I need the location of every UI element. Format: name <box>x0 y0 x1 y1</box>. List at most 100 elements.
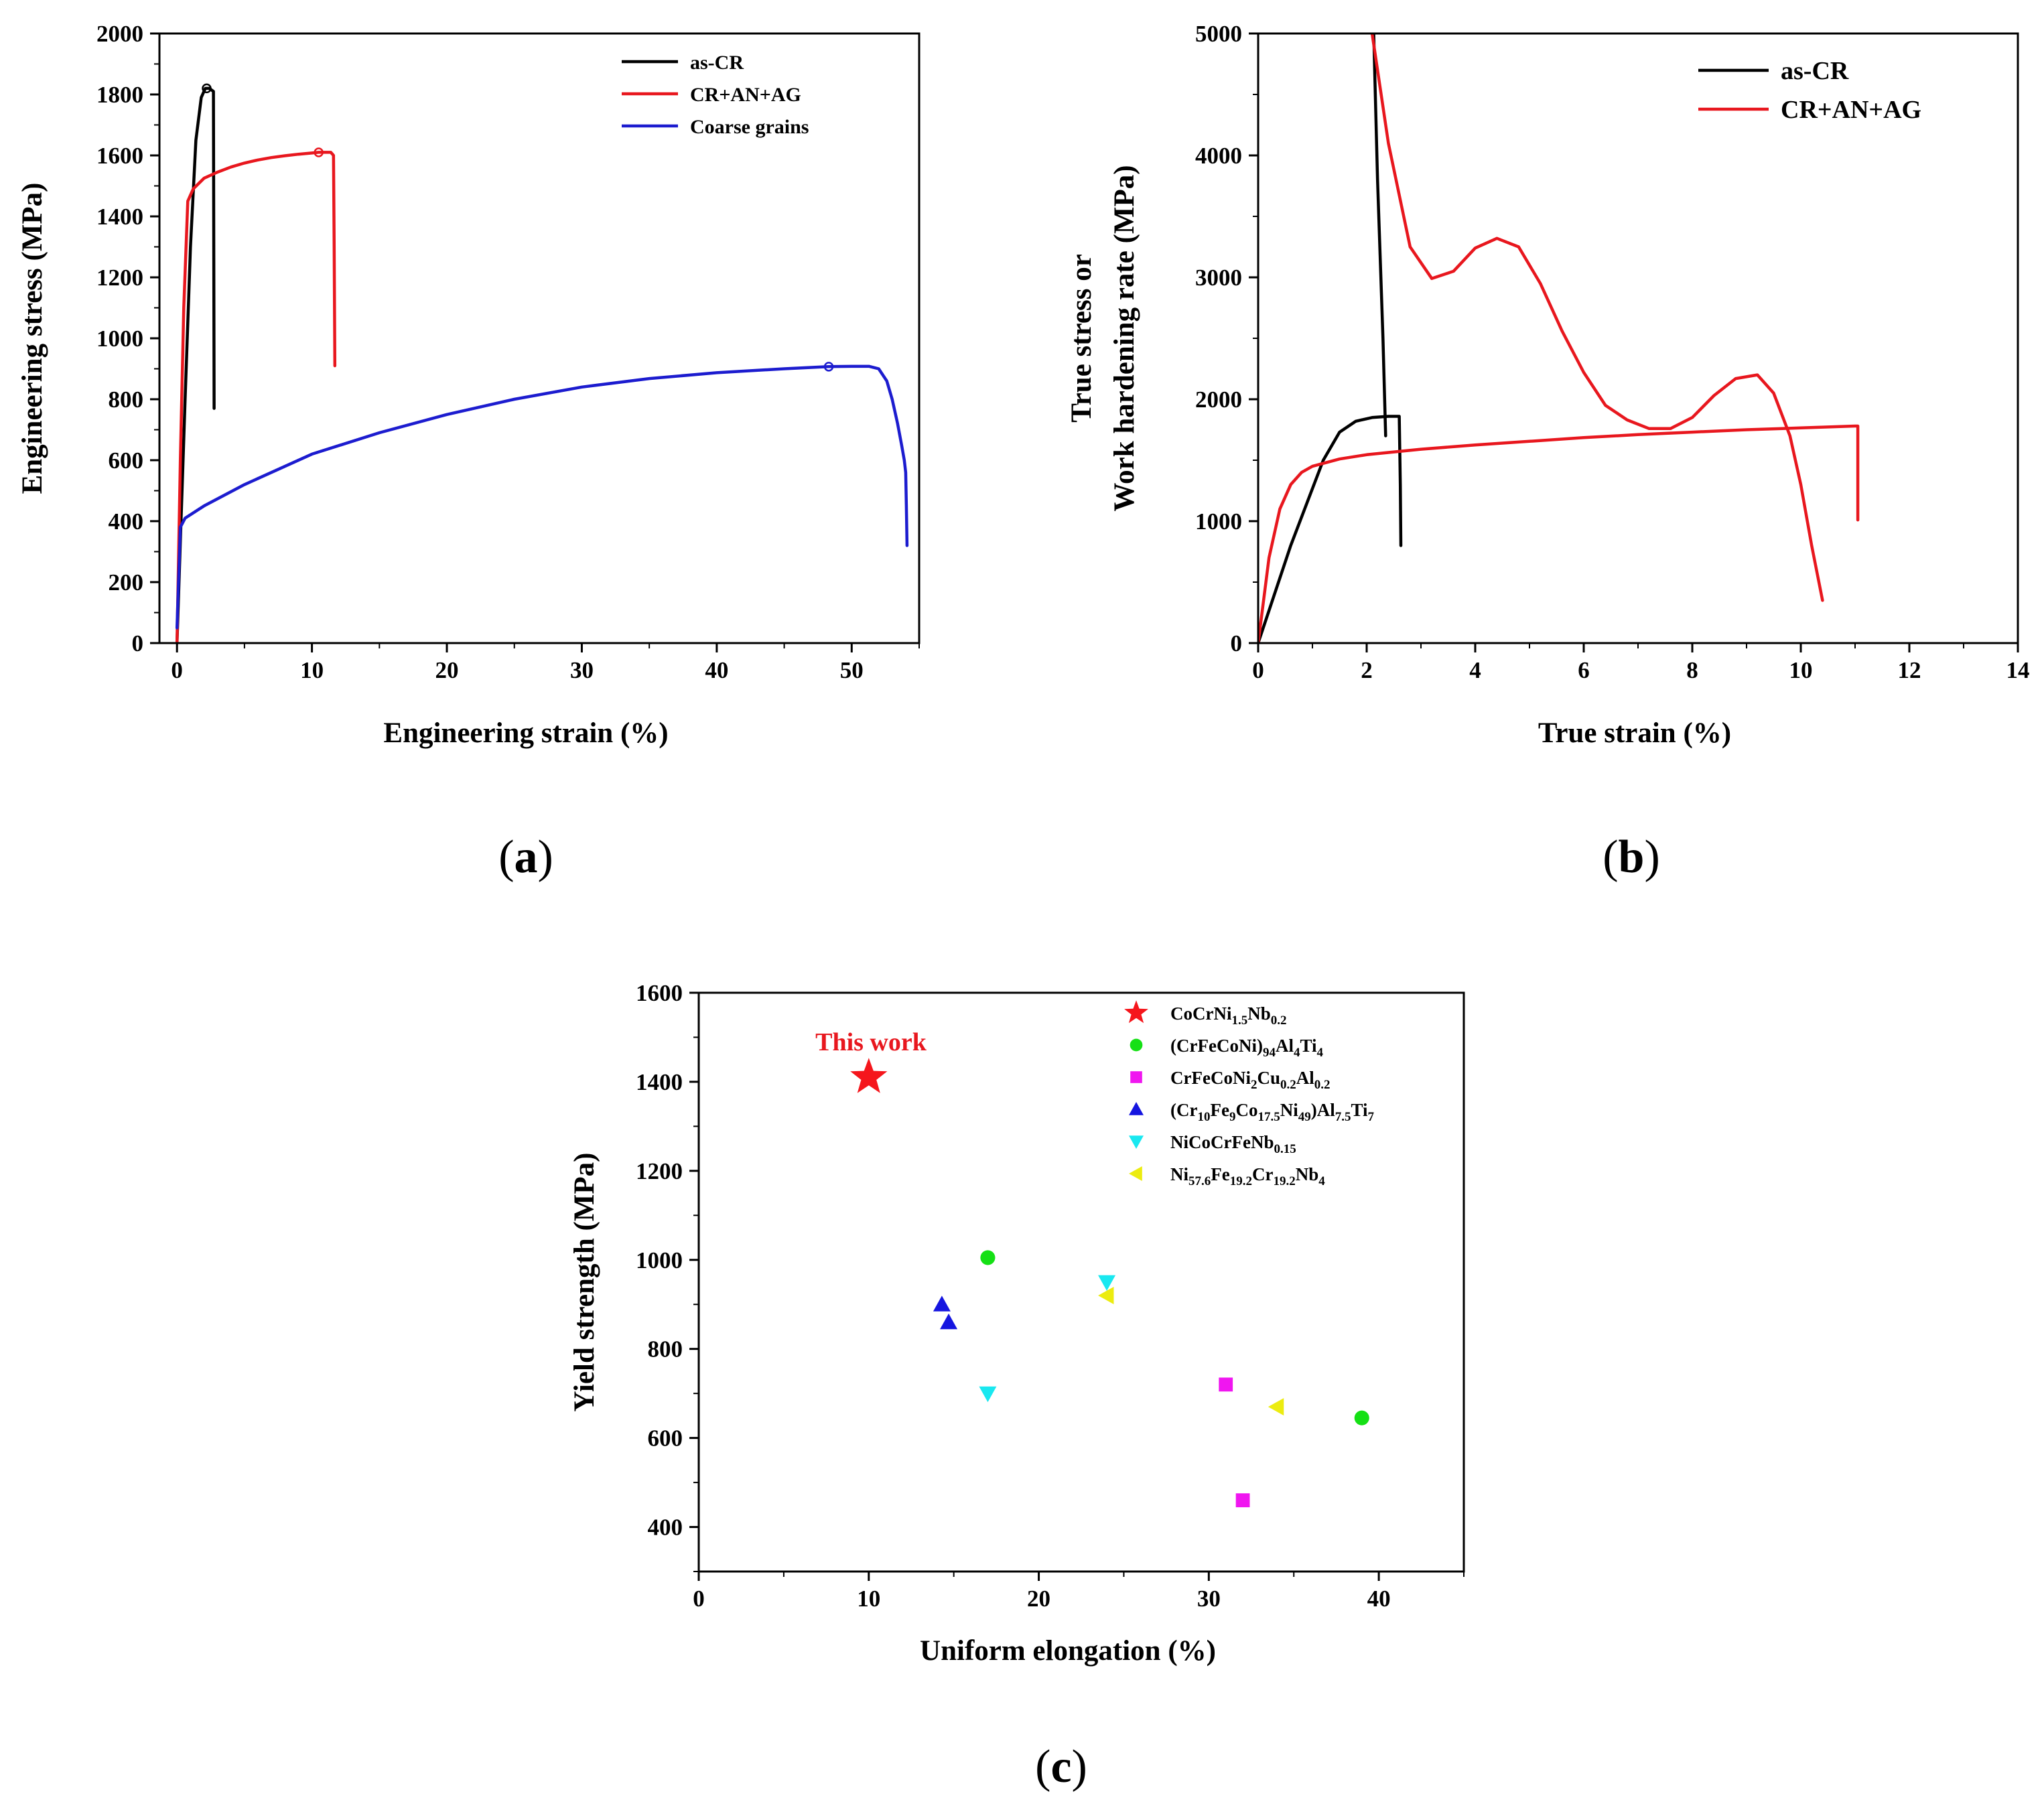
panel-c-legend-text: Ti <box>1351 1100 1368 1120</box>
panel-c-legend-text: Fe <box>1211 1164 1229 1184</box>
panel-b-x-tick-label: 4 <box>1469 657 1481 683</box>
panel-a-y-tick-label: 2000 <box>96 21 143 47</box>
panel-a-x-tick-label: 20 <box>435 657 459 683</box>
panel-c-data-point-5 <box>1098 1286 1114 1304</box>
panel-c-data-point-1 <box>980 1250 996 1265</box>
panel-c-legend-label: NiCoCrFeNb0.15 <box>1170 1132 1296 1156</box>
panel-b-y-tick-label: 4000 <box>1195 143 1242 169</box>
panel-c-data-point-4 <box>979 1386 997 1403</box>
panel-b-chart: 0 2 4 6 8 10 12 14 0 1000 2000 3000 4000 5000 True str… <box>1066 21 2030 883</box>
panel-a-panel-label-paren: ( <box>498 831 514 883</box>
panel-b-x-tick-label: 6 <box>1578 657 1590 683</box>
panel-c-y-tick-label: 400 <box>648 1515 683 1541</box>
panel-b-series-line-3 <box>1370 33 1824 602</box>
panel-c-legend-subscript: 4 <box>1294 1046 1300 1060</box>
panel-c-y-tick-label: 1600 <box>636 980 683 1006</box>
panel-a-y-tick-label: 600 <box>109 447 144 474</box>
panel-b-legend-label: as-CR <box>1781 57 1849 85</box>
panel-c-legend-subscript: 0.15 <box>1274 1142 1296 1156</box>
panel-c-legend-text: Ti <box>1300 1036 1317 1056</box>
panel-c-y-axis-label: Yield strength (MPa) <box>569 1153 600 1412</box>
panel-c-legend-marker <box>1129 1166 1142 1181</box>
panel-c-legend-text: Cr <box>1252 1164 1273 1184</box>
panel-b-x-axis-label: True strain (%) <box>1538 717 1731 749</box>
panel-b-x-tick-label: 14 <box>2006 657 2030 683</box>
panel-c-legend-text: Al <box>1296 1068 1314 1088</box>
panel-c-legend-text: Cu <box>1257 1068 1280 1088</box>
panel-a-y-tick-label: 1000 <box>96 326 143 352</box>
panel-b-series-group <box>1258 33 1860 643</box>
panel-c-legend-text: Fe <box>1210 1100 1229 1120</box>
panel-c-legend-subscript: 7.5 <box>1335 1110 1351 1124</box>
panel-b-x-tick-label: 8 <box>1686 657 1698 683</box>
panel-c-legend-label: Ni57.6Fe19.2Cr19.2Nb4 <box>1170 1164 1325 1188</box>
panel-a-y-tick-label: 400 <box>109 508 144 535</box>
panel-c-data-point-5 <box>1268 1398 1284 1416</box>
panel-c-panel-label-paren: ( <box>1035 1741 1050 1793</box>
panel-c-x-tick-label: 40 <box>1367 1586 1391 1612</box>
panel-c-plot-frame <box>697 991 1465 1573</box>
panel-c-legend-text: Al <box>1276 1036 1294 1056</box>
panel-a-legend-label: as-CR <box>690 52 744 74</box>
panel-b-panel-label: (b) <box>1603 831 1660 883</box>
panel-c-legend-text: (CrFeCoNi) <box>1170 1036 1263 1056</box>
panel-c-legend-subscript: 1.5 <box>1231 1014 1247 1028</box>
panel-b-panel-label-paren: ) <box>1644 831 1659 883</box>
panel-b-y-axis-label-line2: Work hardening rate (MPa) <box>1109 165 1140 511</box>
panel-c-legend-subscript: 2 <box>1251 1078 1257 1092</box>
panel-a-x-tick-label: 10 <box>300 657 324 683</box>
panel-a-chart: 0 10 20 30 40 50 0 200 400 600 800 1000 1200 1400 1600… <box>17 21 921 883</box>
panel-c-legend-subscript: 19.2 <box>1230 1174 1252 1188</box>
panel-c-x-tick-label: 20 <box>1027 1586 1050 1612</box>
panel-a-series-line-2 <box>175 364 909 630</box>
panel-a-x-tick-label: 0 <box>171 657 183 683</box>
panel-b-series-line-0 <box>1258 415 1403 643</box>
panel-b-y-axis-label-line1: True stress or <box>1066 254 1097 423</box>
panel-c-legend-text: Nb <box>1247 1003 1271 1024</box>
panel-a-uts-marker <box>823 362 834 372</box>
panel-c-legend-subscript: 10 <box>1197 1110 1210 1124</box>
panel-c-y-tick-label: 1000 <box>636 1247 683 1273</box>
panel-c-data-point-3 <box>940 1313 958 1330</box>
panel-a-panel-label: (a) <box>498 831 553 883</box>
panel-a-x-tick-label: 40 <box>705 657 728 683</box>
panel-c-legend-subscript: 4 <box>1316 1046 1323 1060</box>
panel-a-legend-label: Coarse grains <box>690 116 809 138</box>
panel-c-legend-subscript: 0.2 <box>1280 1078 1296 1092</box>
panel-c-chart: This work 0 10 20 30 40 400 600 800 1000 1200 1400 1… <box>569 980 1465 1793</box>
panel-a-series-line-1 <box>175 151 337 645</box>
panel-a-y-tick-label: 0 <box>132 630 144 656</box>
panel-c-data-point-2 <box>1235 1493 1250 1508</box>
panel-c-legend-label: CoCrNi1.5Nb0.2 <box>1170 1003 1287 1028</box>
panel-b-y-tick-label: 0 <box>1231 630 1243 656</box>
panel-c-legend-text: Ni <box>1280 1100 1298 1120</box>
panel-c-legend-marker <box>1124 1000 1148 1024</box>
panel-c-panel-label-paren: ) <box>1072 1741 1087 1793</box>
panel-b-series-line-2 <box>1258 424 1860 643</box>
panel-c-legend-label: (Cr10Fe9Co17.5Ni49)Al7.5Ti7 <box>1170 1100 1375 1124</box>
panel-c-legend-subscript: 94 <box>1263 1046 1276 1060</box>
panel-c-data-point-2 <box>1219 1377 1233 1392</box>
panel-a-x-tick-label: 50 <box>840 657 864 683</box>
panel-b-plot-frame <box>1257 32 2019 644</box>
panel-c-legend-subscript: 0.2 <box>1271 1014 1287 1028</box>
panel-a-uts-marker <box>202 83 212 94</box>
panel-c-panel-label-letter: c <box>1050 1741 1071 1793</box>
panel-b-x-tick-label: 10 <box>1789 657 1813 683</box>
panel-c-legend-subscript: 0.2 <box>1314 1078 1331 1092</box>
panel-c-legend-text: CrFeCoNi <box>1170 1068 1251 1088</box>
panel-c-legend-marker <box>1129 1102 1144 1115</box>
panel-a-legend-label: CR+AN+AG <box>690 84 801 106</box>
panel-a-y-tick-label: 1400 <box>96 204 143 230</box>
panel-c-data-point-3 <box>933 1296 951 1312</box>
panel-a-series-line-0 <box>175 86 216 645</box>
panel-c-legend-marker <box>1130 1071 1142 1083</box>
panel-b-panel-label-letter: b <box>1619 831 1645 883</box>
panel-c-legend-subscript: 19.2 <box>1273 1174 1295 1188</box>
panel-c-legend-label: CrFeCoNi2Cu0.2Al0.2 <box>1170 1068 1330 1092</box>
panel-a-panel-label-letter: a <box>515 831 538 883</box>
panel-a-y-tick-label: 1200 <box>96 265 143 291</box>
panel-c-annotation: This work <box>815 1028 927 1056</box>
panel-a-y-tick-label: 800 <box>109 387 144 413</box>
